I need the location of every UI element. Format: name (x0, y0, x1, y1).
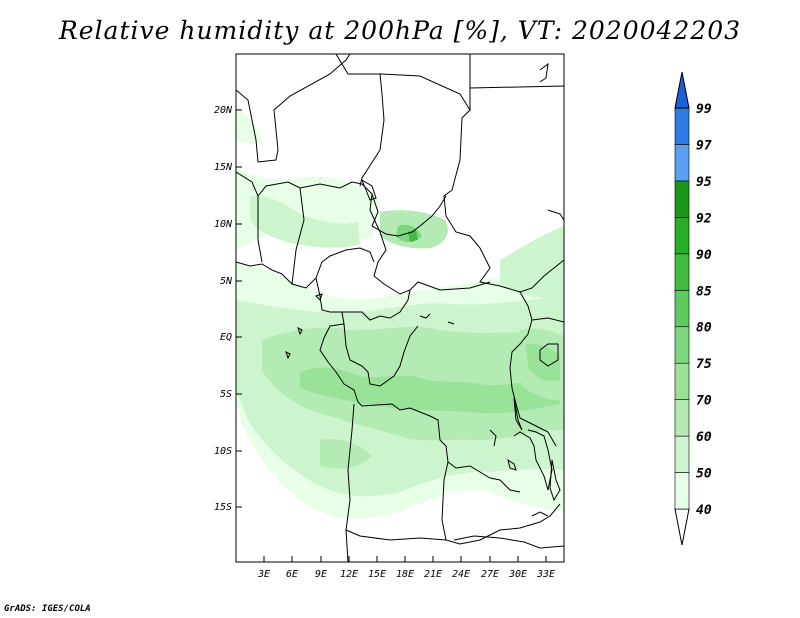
border-niger-north (335, 54, 385, 187)
colorbar-label: 92 (696, 211, 712, 226)
border-congo-drc (343, 323, 419, 387)
colorbar-label: 75 (696, 357, 712, 372)
border-angola-drc (357, 401, 521, 493)
border-zimbabwe (453, 535, 564, 549)
colorbar-box (674, 326, 690, 364)
colorbar-box (674, 399, 690, 437)
lon-ticks (263, 556, 547, 562)
colorbar-label: 97 (696, 138, 712, 153)
colorbar-label: 99 (696, 102, 712, 117)
colorbar-label: 60 (696, 430, 712, 445)
border-angola-namibia (345, 403, 355, 562)
colorbar-label: 80 (696, 321, 712, 336)
lat-label: 10N (214, 219, 233, 230)
lon-label: 9E (315, 569, 327, 580)
border-algeria (236, 54, 351, 163)
border-namibia-north (345, 529, 447, 541)
lat-label: 15N (214, 162, 233, 173)
colorbar-top-triangle (674, 71, 690, 109)
shade-50-north (250, 195, 360, 248)
lake-chad (360, 178, 377, 201)
shade-85-cameroon (408, 230, 418, 242)
border-west-1 (257, 196, 263, 263)
lon-label: 18E (396, 569, 414, 580)
lat-label: 5S (220, 389, 232, 400)
river-1 (419, 313, 431, 319)
border-cameroon-congo (330, 289, 411, 321)
island-2 (315, 293, 323, 301)
shade-50-east (500, 226, 564, 300)
lake-tanganyika (513, 397, 523, 431)
lat-labels: 20N 15N 10N 5N EQ 5S 10S 15S (214, 105, 233, 513)
lat-label: 10S (214, 446, 232, 457)
river-2 (447, 321, 455, 325)
lake-victoria (539, 343, 559, 367)
lake-bangweulu (507, 458, 517, 471)
island-3 (285, 351, 291, 360)
colorbar-label: 95 (696, 175, 712, 190)
lon-label: 21E (424, 569, 442, 580)
lake-malawi (549, 459, 561, 502)
lake-kariba (531, 511, 549, 517)
lon-label: 24E (452, 569, 470, 580)
shade-60-south (320, 438, 372, 469)
colorbar-bottom-triangle (674, 508, 690, 546)
border-ethiopia (547, 209, 564, 221)
border-sahel (236, 171, 447, 237)
lat-label: 15S (214, 502, 232, 513)
colorbar-label: 70 (696, 394, 712, 409)
lat-label: 5N (220, 276, 233, 287)
chart-title: Relative humidity at 200hPa [%], VT: 202… (58, 16, 742, 45)
colorbar-box (674, 217, 690, 255)
coast-gabon-congo (315, 277, 359, 403)
colorbar-box (674, 472, 690, 510)
border-car (369, 193, 491, 295)
colorbar-label: 50 (696, 467, 712, 482)
shade-40-nw (236, 110, 262, 144)
lat-label: EQ (220, 332, 232, 343)
map-frame (235, 53, 565, 563)
coast-gulf-guinea (236, 247, 375, 289)
colorbar-label: 90 (696, 248, 712, 263)
border-uganda (531, 317, 564, 323)
colorbar-box (674, 180, 690, 218)
lon-label: 12E (340, 569, 358, 580)
colorbar-label: 40 (696, 503, 712, 518)
border-sudan-chad (443, 109, 564, 293)
border-zambia-tz (513, 429, 553, 491)
colorbar-box (674, 253, 690, 291)
sinai-coast (539, 62, 549, 83)
lon-label: 30E (508, 569, 527, 580)
humidity-shading (236, 110, 564, 519)
colorbar-box (674, 107, 690, 145)
colorbar-label: 85 (696, 284, 712, 299)
border-libya (379, 54, 471, 112)
lon-label: 3E (257, 569, 270, 580)
shade-70 (300, 367, 560, 414)
lon-label: 33E (536, 569, 555, 580)
border-zambia (441, 461, 561, 545)
colorbar-box (674, 144, 690, 182)
lat-ticks (236, 109, 242, 508)
border-nigeria-w (291, 187, 305, 285)
lat-label: 20N (214, 105, 233, 116)
border-egypt (469, 85, 564, 89)
colorbar-box (674, 362, 690, 400)
colorbar-box (674, 435, 690, 473)
lake-mweru (489, 429, 497, 447)
island-bioko (297, 327, 303, 336)
lon-labels: 3E 6E 9E 12E 15E 18E 21E 24E 27E 30E 33E (257, 569, 555, 580)
lon-label: 6E (286, 569, 298, 580)
colorbar-box (674, 289, 690, 328)
colorbar: 40 50 60 70 75 80 85 90 92 95 97 99 (674, 71, 712, 546)
lon-label: 27E (481, 569, 499, 580)
credit-text: GrADS: IGES/COLA (4, 604, 91, 614)
country-borders (236, 54, 564, 562)
lon-label: 15E (368, 569, 386, 580)
